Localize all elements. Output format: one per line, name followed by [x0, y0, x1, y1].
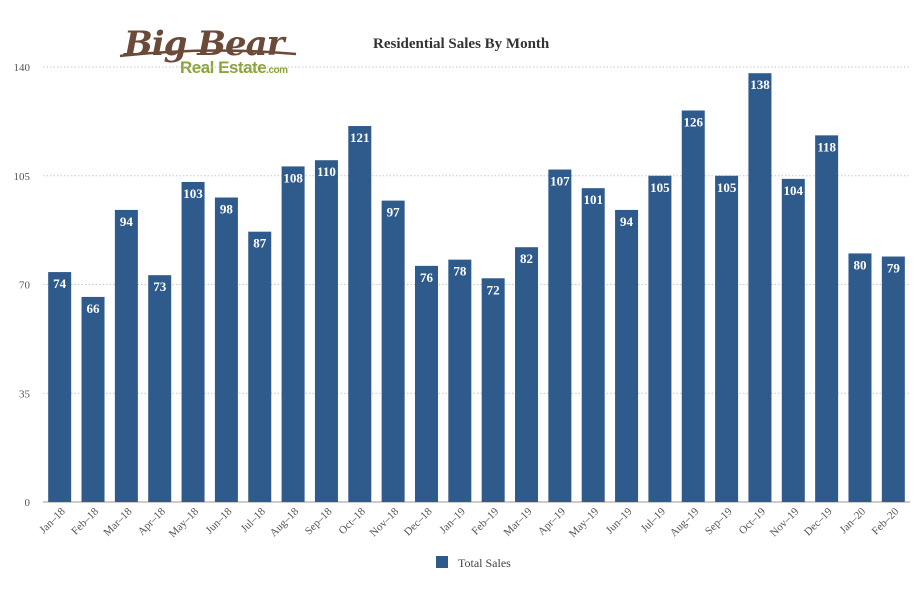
x-tick-label: Feb–20 — [870, 505, 902, 537]
data-label: 80 — [853, 257, 866, 272]
data-label: 98 — [220, 202, 234, 217]
bar — [448, 259, 472, 502]
x-tick-label: Oct–18 — [337, 505, 369, 537]
data-label: 118 — [817, 139, 836, 154]
data-label: 94 — [620, 214, 634, 229]
x-tick-label: Dec–18 — [402, 505, 435, 538]
logo-text-big-bear: Big Bear — [124, 24, 285, 64]
x-tick-label: Jul–18 — [239, 505, 269, 535]
bar — [581, 188, 605, 502]
data-label: 105 — [650, 180, 670, 195]
logo-text-real-estate: Real Estate.com — [180, 58, 288, 78]
bar — [348, 126, 372, 503]
bar — [248, 231, 272, 502]
data-label: 87 — [253, 236, 267, 251]
x-tick-label: Apr–18 — [136, 505, 169, 538]
data-label: 121 — [350, 130, 370, 145]
legend-swatch — [436, 556, 448, 568]
x-tick-label: Nov–18 — [368, 505, 402, 539]
y-tick-label: 35 — [19, 388, 31, 400]
bar — [114, 209, 138, 502]
x-tick-label: Sep–19 — [703, 505, 735, 537]
x-tick-label: Jul–19 — [639, 505, 669, 535]
bar — [314, 160, 338, 502]
bar — [481, 278, 505, 502]
data-label: 94 — [120, 214, 134, 229]
data-label: 105 — [717, 180, 737, 195]
x-tick-label: Sep–18 — [303, 505, 335, 537]
data-label: 138 — [750, 77, 770, 92]
bar — [848, 253, 872, 502]
bar — [648, 175, 672, 502]
bar — [548, 169, 572, 503]
bar — [781, 178, 805, 502]
bar — [681, 110, 705, 502]
logo-suffix: .com — [266, 65, 288, 76]
data-label: 66 — [87, 301, 101, 316]
x-tick-label: Jan–18 — [37, 505, 68, 536]
bar — [81, 296, 105, 502]
data-label: 110 — [317, 164, 336, 179]
x-tick-label: Mar–19 — [502, 505, 535, 538]
x-tick-label: Jan–20 — [838, 505, 869, 536]
data-label: 78 — [453, 264, 467, 279]
data-label: 108 — [283, 170, 303, 185]
y-tick-label: 0 — [25, 497, 31, 509]
big-bear-logo: Big Bear Real Estate.com — [118, 24, 308, 84]
bar — [48, 272, 72, 502]
x-tick-label: Aug–18 — [268, 505, 302, 539]
data-label: 97 — [387, 205, 401, 220]
x-tick-label: Jun–18 — [204, 505, 235, 536]
bar — [815, 135, 839, 502]
bar — [181, 181, 205, 502]
x-tick-label: Aug–19 — [668, 505, 702, 539]
x-tick-label: Jan–19 — [437, 505, 468, 536]
data-label: 101 — [583, 192, 603, 207]
x-tick-label: Feb–18 — [69, 505, 101, 537]
y-tick-label: 140 — [14, 62, 31, 74]
bar — [414, 265, 438, 502]
legend-label: Total Sales — [458, 556, 511, 570]
data-label: 74 — [53, 276, 67, 291]
bar — [715, 175, 739, 502]
y-tick-label: 70 — [19, 280, 31, 292]
x-tick-label: Jun–19 — [604, 505, 635, 536]
logo-line2: Real Estate — [180, 58, 267, 77]
bar — [281, 166, 305, 502]
data-label: 82 — [520, 251, 533, 266]
bar — [881, 256, 905, 502]
data-label: 79 — [887, 261, 901, 276]
bar — [214, 197, 238, 502]
data-label: 76 — [420, 270, 434, 285]
bar — [148, 275, 172, 502]
chart-title: Residential Sales By Month — [373, 36, 550, 52]
bar — [515, 247, 539, 502]
x-tick-label: May–19 — [567, 505, 602, 540]
data-label: 72 — [487, 282, 500, 297]
x-tick-label: May–18 — [167, 505, 202, 540]
data-label: 126 — [684, 115, 704, 130]
bar — [381, 200, 405, 502]
y-tick-label: 105 — [14, 171, 31, 183]
x-tick-label: Nov–19 — [768, 505, 802, 539]
logo-swoosh-icon — [119, 49, 297, 58]
bar — [615, 209, 639, 502]
data-label: 103 — [183, 186, 203, 201]
bar — [748, 73, 772, 502]
x-tick-label: Oct–19 — [737, 505, 769, 537]
data-label: 107 — [550, 174, 570, 189]
data-label: 73 — [153, 279, 167, 294]
x-tick-label: Dec–19 — [802, 505, 835, 538]
x-tick-label: Apr–19 — [536, 505, 569, 538]
x-tick-label: Feb–19 — [469, 505, 501, 537]
x-tick-label: Mar–18 — [101, 505, 134, 538]
data-label: 104 — [784, 183, 804, 198]
